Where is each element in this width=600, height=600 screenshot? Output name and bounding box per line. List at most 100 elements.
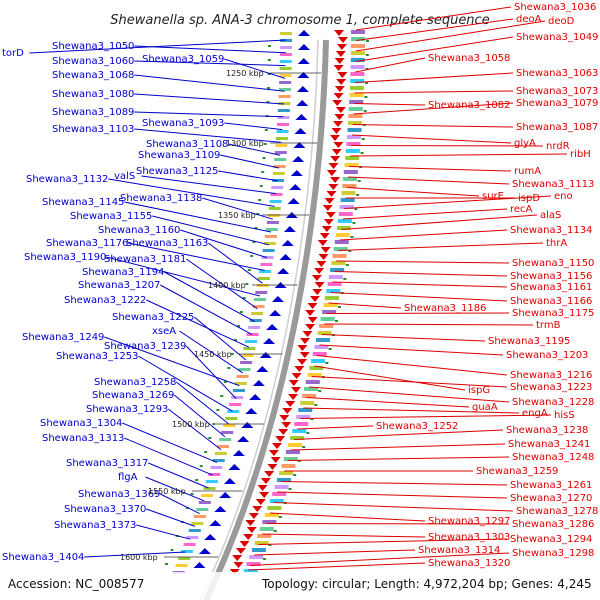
leader-line-right bbox=[342, 208, 508, 220]
gene-label-right: Shewana3_1252 bbox=[376, 421, 458, 432]
track-tick bbox=[348, 250, 352, 252]
track-tick bbox=[245, 283, 249, 285]
gene-label-right: eno bbox=[554, 191, 573, 202]
leader-line-right bbox=[311, 376, 508, 388]
category-bar bbox=[272, 492, 287, 496]
leader-line-left bbox=[84, 551, 186, 558]
category-bar bbox=[276, 478, 291, 482]
gene-label-right: Shewana3_1270 bbox=[510, 493, 592, 504]
gene-label-left: Shewana3_1369 bbox=[78, 489, 160, 500]
leader-line-left bbox=[134, 111, 284, 118]
category-bar bbox=[339, 205, 354, 209]
leader-line-left bbox=[186, 258, 258, 310]
gene-label-left: Shewana3_1163 bbox=[126, 238, 208, 249]
category-bar bbox=[349, 86, 364, 90]
forward-feature-arrow bbox=[333, 65, 344, 71]
gene-label-right: Shewana3_1161 bbox=[510, 282, 592, 293]
forward-feature-arrow bbox=[299, 352, 310, 358]
gene-label-left: torD bbox=[2, 48, 24, 59]
gene-label-right: thrA bbox=[546, 238, 567, 249]
track-tick bbox=[352, 222, 356, 224]
leader-line-left bbox=[145, 476, 205, 502]
leader-line-right bbox=[355, 36, 514, 62]
leader-line-right bbox=[316, 355, 508, 376]
leader-line-right bbox=[334, 271, 508, 277]
category-bar bbox=[236, 375, 249, 378]
reverse-feature-arrow bbox=[256, 366, 269, 372]
leader-line-right bbox=[324, 323, 534, 326]
reverse-feature-arrow bbox=[297, 72, 310, 78]
category-bar bbox=[283, 457, 298, 461]
chromosome-arc bbox=[203, 39, 329, 600]
chromosome-inner-arc bbox=[199, 39, 319, 600]
leader-line-right bbox=[314, 365, 466, 391]
track-tick bbox=[357, 180, 361, 182]
track-tick bbox=[170, 549, 174, 551]
leader-line-right bbox=[262, 533, 426, 538]
reverse-feature-arrow bbox=[204, 534, 217, 540]
gene-label-right: Shewana3_1156 bbox=[510, 271, 592, 282]
leader-line-right bbox=[355, 6, 512, 31]
category-bar bbox=[279, 46, 292, 49]
gene-label-right: Shewana3_1113 bbox=[512, 179, 594, 190]
leader-line-right bbox=[352, 124, 514, 128]
leader-line-right bbox=[338, 242, 544, 251]
color-feature-track bbox=[172, 30, 366, 574]
category-bar bbox=[320, 317, 335, 321]
track-tick bbox=[365, 54, 369, 56]
category-bar bbox=[259, 527, 274, 531]
gene-label-left: Shewana3_1125 bbox=[136, 166, 218, 177]
gene-label-left: Shewana3_1239 bbox=[104, 341, 186, 352]
leader-line-left bbox=[164, 271, 255, 323]
gene-label-left: Shewana3_1089 bbox=[52, 107, 134, 118]
gene-label-left: Shewana3_1207 bbox=[78, 280, 160, 291]
category-bar bbox=[272, 179, 285, 182]
category-bar bbox=[255, 291, 268, 294]
reverse-feature-arrow bbox=[249, 394, 262, 400]
kbp-scale-labels: 1250 kbp 1300 kbp 1350 kbp 1400 kbp 1450 kbp… bbox=[120, 69, 322, 562]
track-tick bbox=[250, 255, 254, 257]
leader-line-right bbox=[306, 397, 470, 408]
reverse-feature-arrow bbox=[245, 408, 258, 414]
leader-line-left bbox=[108, 178, 275, 207]
leader-line-left bbox=[167, 408, 222, 450]
category-bar bbox=[312, 352, 327, 356]
category-bar bbox=[279, 60, 292, 63]
leader-line-left bbox=[175, 381, 230, 425]
leader-line-left bbox=[160, 284, 253, 335]
track-tick bbox=[363, 110, 367, 112]
forward-feature-arrow bbox=[336, 79, 347, 85]
forward-feature-arrow bbox=[336, 44, 347, 50]
forward-feature-arrow bbox=[330, 156, 341, 162]
forward-feature-arrow bbox=[324, 198, 335, 204]
category-bar bbox=[196, 508, 209, 511]
leader-line-left bbox=[104, 336, 240, 387]
track-tick bbox=[366, 40, 369, 42]
gene-label-right: Shewana3_1228 bbox=[512, 397, 594, 408]
forward-feature-arrow bbox=[337, 72, 348, 78]
gene-label-right: Shewana3_1058 bbox=[428, 53, 510, 64]
gene-label-right: Shewana3_1297 bbox=[428, 516, 510, 527]
category-bar bbox=[350, 79, 365, 83]
reverse-feature-arrow bbox=[287, 198, 300, 204]
track-tick bbox=[318, 390, 322, 392]
gene-label-right: Shewana3_1223 bbox=[510, 382, 592, 393]
category-bar bbox=[248, 326, 261, 329]
leader-line-left bbox=[218, 170, 278, 182]
reverse-feature-arrow bbox=[289, 184, 302, 190]
gene-label-right: Shewana3_1203 bbox=[506, 350, 588, 361]
category-bar bbox=[346, 142, 361, 146]
gene-label-right: nrdR bbox=[546, 141, 570, 152]
category-bar bbox=[305, 380, 320, 384]
reverse-feature-arrow bbox=[277, 268, 290, 274]
forward-feature-arrow bbox=[307, 303, 318, 309]
footer-background bbox=[0, 572, 600, 600]
gene-label-left: valS bbox=[114, 171, 135, 182]
forward-feature-arrow bbox=[305, 324, 316, 330]
forward-feature-arrow bbox=[297, 345, 308, 351]
gene-label-left: Shewana3_1253 bbox=[56, 351, 138, 362]
track-tick bbox=[310, 418, 314, 420]
forward-feature-arrow bbox=[334, 58, 345, 64]
category-bar bbox=[251, 548, 266, 552]
